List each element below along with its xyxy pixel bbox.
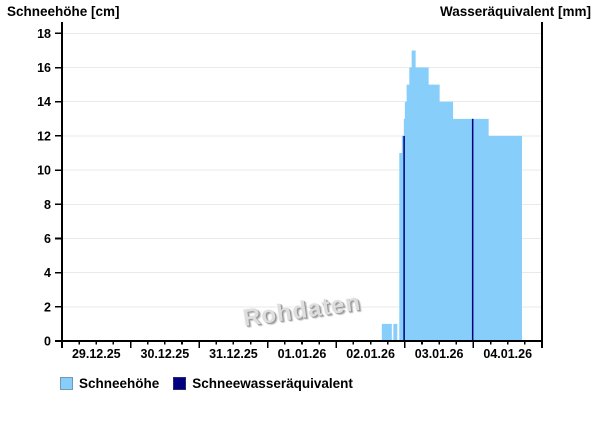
schneewasseraequivalent-bar	[471, 118, 474, 341]
legend-item-schneewasseraequivalent[interactable]: Schneewasseräquivalent	[173, 376, 353, 391]
x-tick-label: 04.01.26	[483, 347, 532, 361]
x-tick-label: 02.01.26	[346, 347, 395, 361]
legend-item-schneehoehe[interactable]: Schneehöhe	[60, 376, 159, 391]
legend-label-schneehoehe: Schneehöhe	[79, 376, 160, 391]
schneewasseraequivalent-bar	[403, 135, 405, 341]
x-tick-label: 01.01.26	[278, 347, 327, 361]
schneehoehe-area	[62, 50, 522, 341]
y-tick-label: 2	[44, 300, 51, 314]
legend-label-schneewasseraequivalent: Schneewasseräquivalent	[192, 376, 353, 391]
y-tick-label: 10	[37, 164, 51, 178]
right-axis-title: Wasseräquivalent [mm]	[439, 4, 591, 19]
x-tick-label: 29.12.25	[72, 347, 121, 361]
y-tick-label: 6	[44, 232, 51, 246]
x-tick-label: 03.01.26	[415, 347, 464, 361]
y-tick-label: 0	[44, 335, 51, 349]
x-tick-label: 30.12.25	[141, 347, 190, 361]
y-tick-label: 8	[44, 198, 51, 212]
y-tick-label: 18	[37, 27, 51, 41]
y-tick-label: 14	[37, 95, 51, 109]
y-tick-label: 16	[37, 61, 51, 75]
legend: Schneehöhe Schneewasseräquivalent	[60, 376, 353, 391]
y-tick-label: 12	[37, 129, 51, 143]
schneewasseraequivalent-swatch-icon	[173, 377, 187, 390]
x-tick-label: 31.12.25	[209, 347, 258, 361]
schneehoehe-swatch-icon	[60, 377, 73, 390]
left-axis-title: Schneehöhe [cm]	[7, 4, 120, 19]
y-tick-label: 4	[44, 266, 51, 280]
